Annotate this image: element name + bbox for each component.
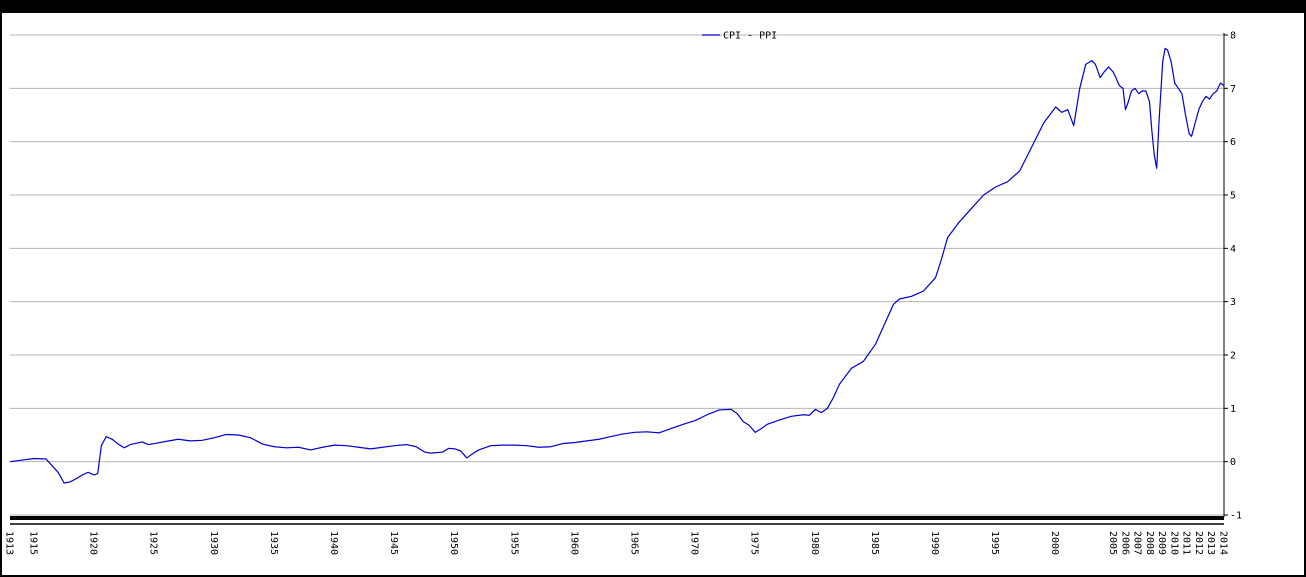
x-tick-label: 2010 <box>1168 531 1179 555</box>
y-tick-label: 8 <box>1230 31 1236 42</box>
x-tick-label: 1920 <box>88 531 99 555</box>
x-tick-label: 1915 <box>28 531 39 555</box>
x-tick-label: 1985 <box>869 531 880 555</box>
x-tick-label: 1990 <box>929 531 940 555</box>
x-axis-band <box>10 516 1224 520</box>
y-tick-label: 5 <box>1230 191 1236 202</box>
y-tick-label: -1 <box>1230 511 1242 522</box>
x-tick-label: 1975 <box>749 531 760 555</box>
grid-lines <box>10 34 1224 516</box>
x-tick-label: 1955 <box>508 531 519 555</box>
x-tick-label: 2014 <box>1218 531 1229 555</box>
cpi-ppi-line-chart: -1 0 1 2 3 4 5 6 7 8 1913 1915 1920 1925 1930 1935 1940 1… <box>4 31 1243 556</box>
y-tick-label: 6 <box>1230 137 1236 148</box>
x-tick-label: 2005 <box>1107 531 1118 555</box>
x-tick-label: 1980 <box>809 531 820 555</box>
x-tick-label: 1970 <box>689 531 700 555</box>
x-tick-label: 2006 <box>1119 531 1130 555</box>
series-line-0 <box>9 47 1225 484</box>
x-tick-label: 1913 <box>4 531 15 555</box>
x-tick-label: 1925 <box>148 531 159 555</box>
x-tick-label: 1945 <box>388 531 399 555</box>
x-tick-label: 2011 <box>1181 531 1192 555</box>
y-tick-label: 3 <box>1230 297 1236 308</box>
y-tick-label: 7 <box>1230 84 1236 95</box>
legend-label: CPI - PPI <box>723 31 777 42</box>
chart-frame: -1 0 1 2 3 4 5 6 7 8 1913 1915 1920 1925 1930 1935 1940 1… <box>2 13 1304 575</box>
x-tick-label: 2013 <box>1205 531 1216 555</box>
y-tick-label: 4 <box>1230 244 1236 255</box>
axes: -1 0 1 2 3 4 5 6 7 8 1913 1915 1920 1925 1930 1935 1940 1… <box>4 31 1243 556</box>
y-tick-label: 2 <box>1230 351 1236 362</box>
x-tick-label: 2009 <box>1156 531 1167 555</box>
legend: CPI - PPI <box>702 31 777 42</box>
x-tick-label: 1950 <box>448 531 459 555</box>
x-tick-label: 1930 <box>208 531 219 555</box>
x-tick-label: 2000 <box>1049 531 1060 555</box>
x-tick-label: 1965 <box>629 531 640 555</box>
x-tick-label: 1940 <box>328 531 339 555</box>
x-tick-label: 1995 <box>989 531 1000 555</box>
x-tick-label: 1935 <box>268 531 279 555</box>
y-tick-label: 0 <box>1230 457 1236 468</box>
series-layer <box>9 47 1225 484</box>
x-tick-label: 2008 <box>1144 531 1155 555</box>
x-tick-label: 1960 <box>568 531 579 555</box>
x-tick-label: 2012 <box>1193 531 1204 555</box>
x-tick-label: 2007 <box>1132 531 1143 555</box>
y-tick-label: 1 <box>1230 404 1236 415</box>
